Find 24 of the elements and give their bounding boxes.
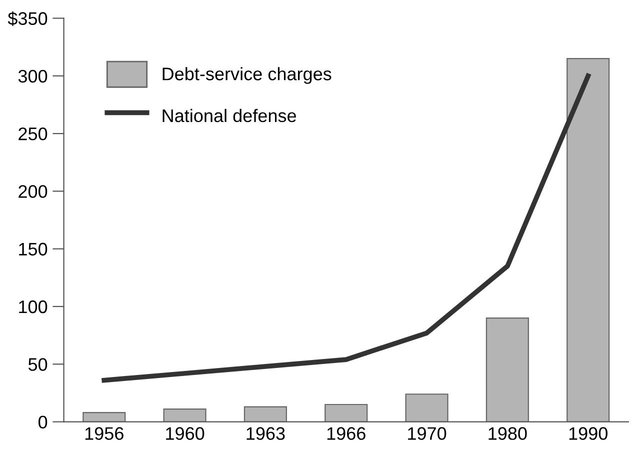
bar (486, 317, 529, 422)
y-tick-label: 250 (18, 127, 48, 140)
bar (163, 408, 206, 422)
x-tick-label: 1956 (85, 427, 124, 440)
x-tick-label: 1980 (488, 427, 527, 440)
bar (566, 58, 610, 422)
y-tick-label: 100 (19, 300, 48, 314)
x-tick-label: 1960 (166, 427, 204, 440)
y-tick-label: $350 (8, 11, 48, 26)
bar (324, 404, 368, 422)
x-tick-label: 1990 (569, 427, 608, 440)
y-tick-label: 0 (38, 416, 48, 429)
x-tick-label: 1970 (408, 427, 446, 440)
bar (82, 412, 126, 422)
bar (405, 394, 448, 422)
bar (244, 406, 287, 422)
y-tick-label: 150 (19, 242, 48, 256)
y-tick-label: 200 (18, 185, 48, 198)
legend-label: National defense (162, 108, 296, 122)
y-tick-label: 300 (18, 70, 48, 83)
y-tick-label: 50 (28, 358, 48, 371)
x-tick-label: 1963 (246, 427, 285, 440)
legend-label: Debt-service charges (162, 67, 332, 84)
x-tick-label: 1966 (327, 427, 366, 440)
